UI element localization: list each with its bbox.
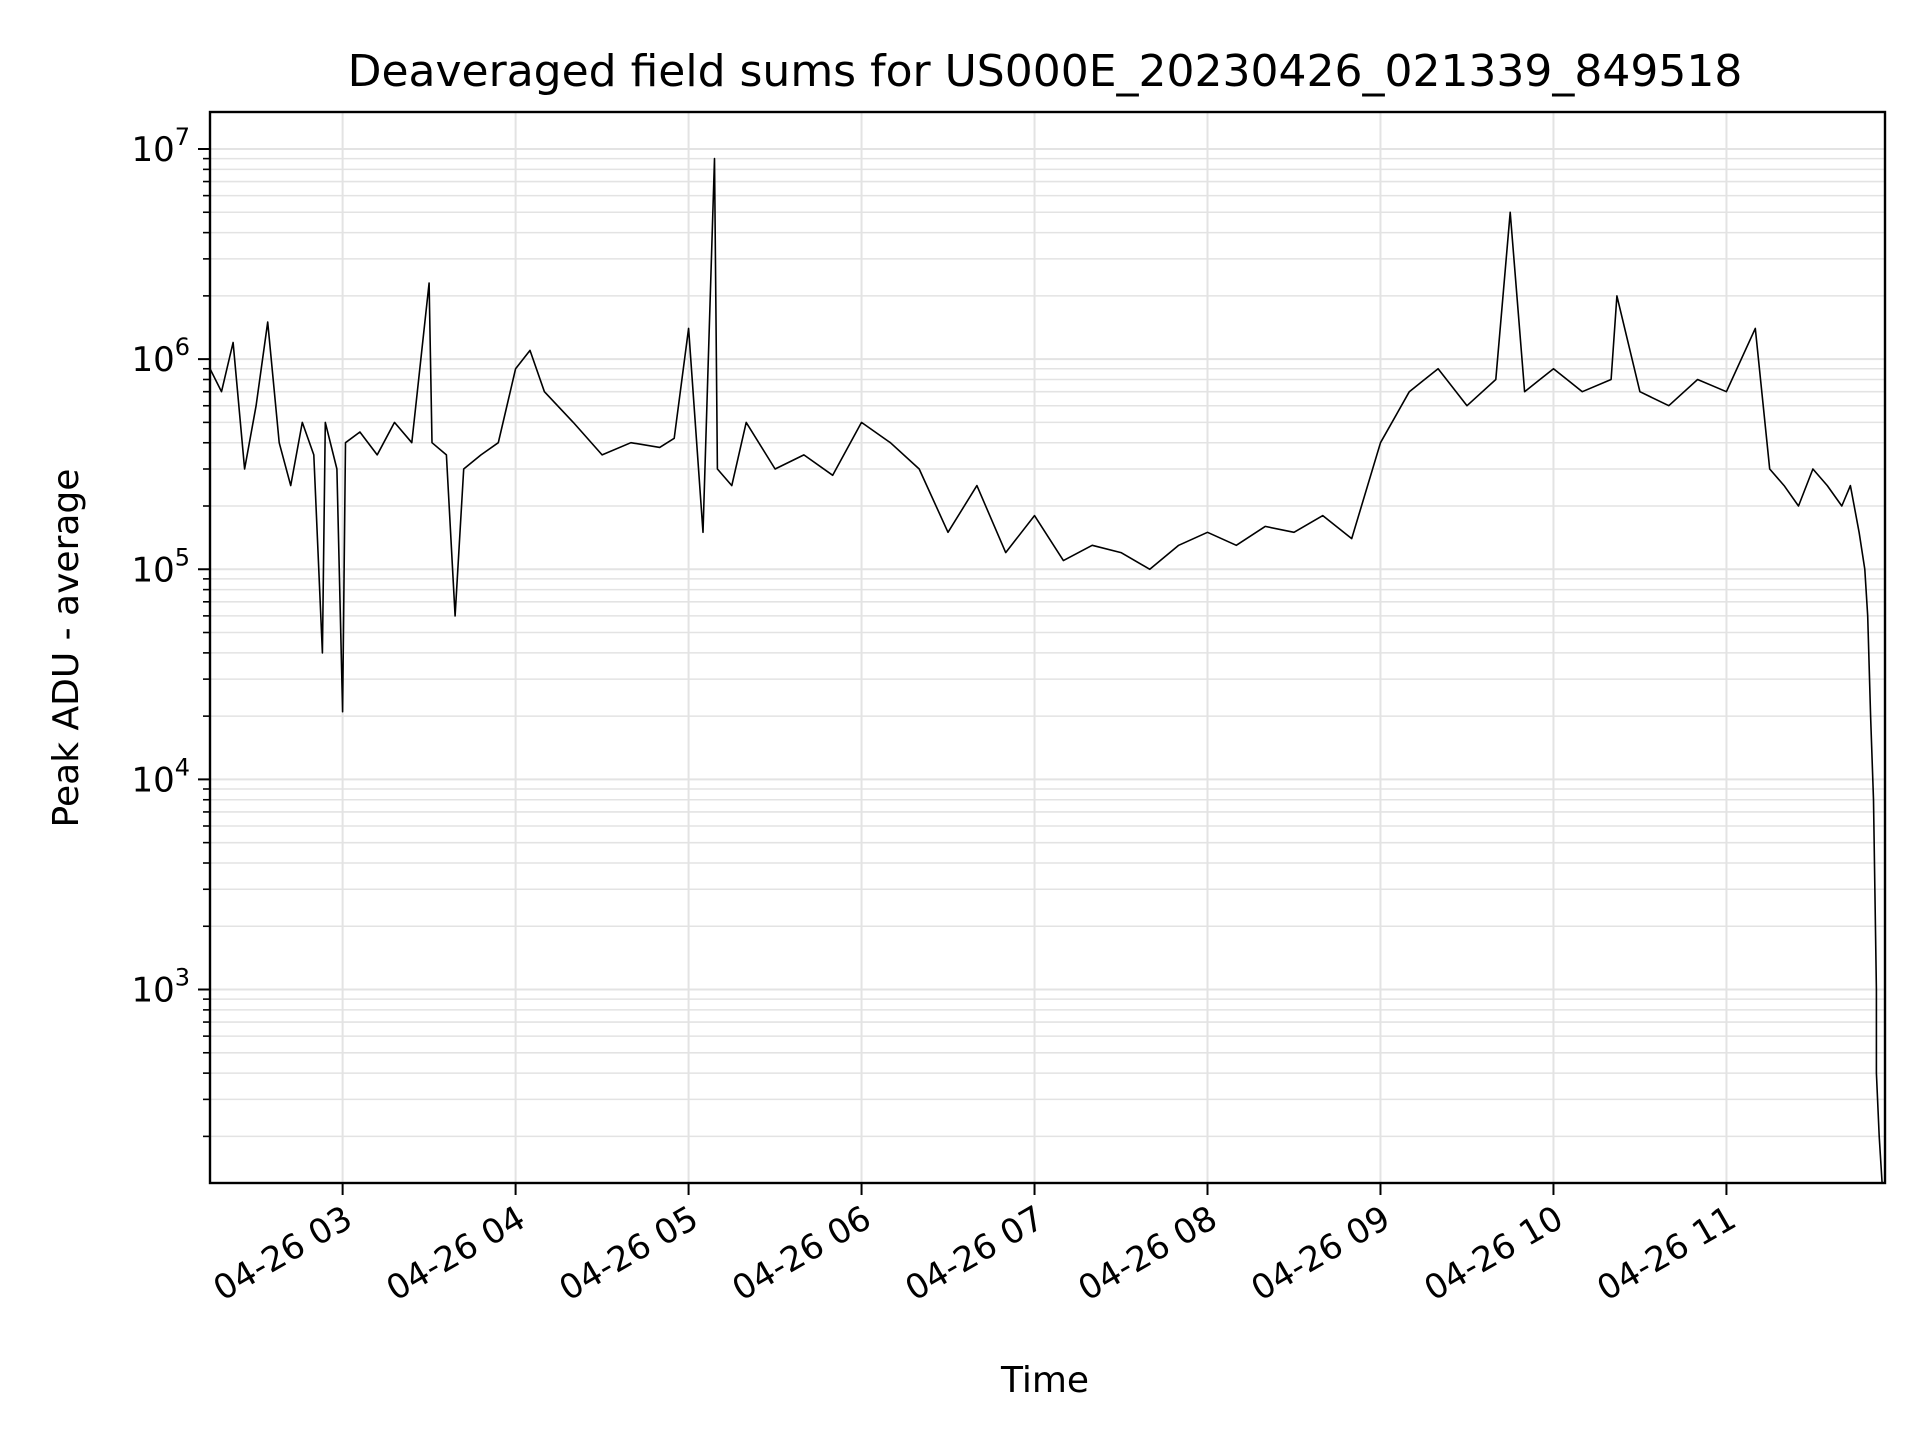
major-gridlines: [210, 112, 1885, 1183]
plot-frame: [208, 110, 1887, 1185]
y-tick-label: 105: [131, 543, 190, 590]
y-tick-exponent: 5: [175, 543, 190, 571]
y-tick-exponent: 7: [175, 123, 190, 151]
minor-gridlines: [210, 157, 1885, 1138]
y-tick-exponent: 3: [175, 964, 190, 992]
y-axis-label: Peak ADU - average: [46, 469, 87, 828]
y-tick-exponent: 4: [175, 753, 190, 781]
y-tick-exponent: 6: [175, 333, 190, 361]
chart-title: Deaveraged field sums for US000E_2023042…: [348, 46, 1743, 97]
x-axis-label: Time: [1000, 1360, 1089, 1401]
series-line: [209, 157, 1883, 1184]
